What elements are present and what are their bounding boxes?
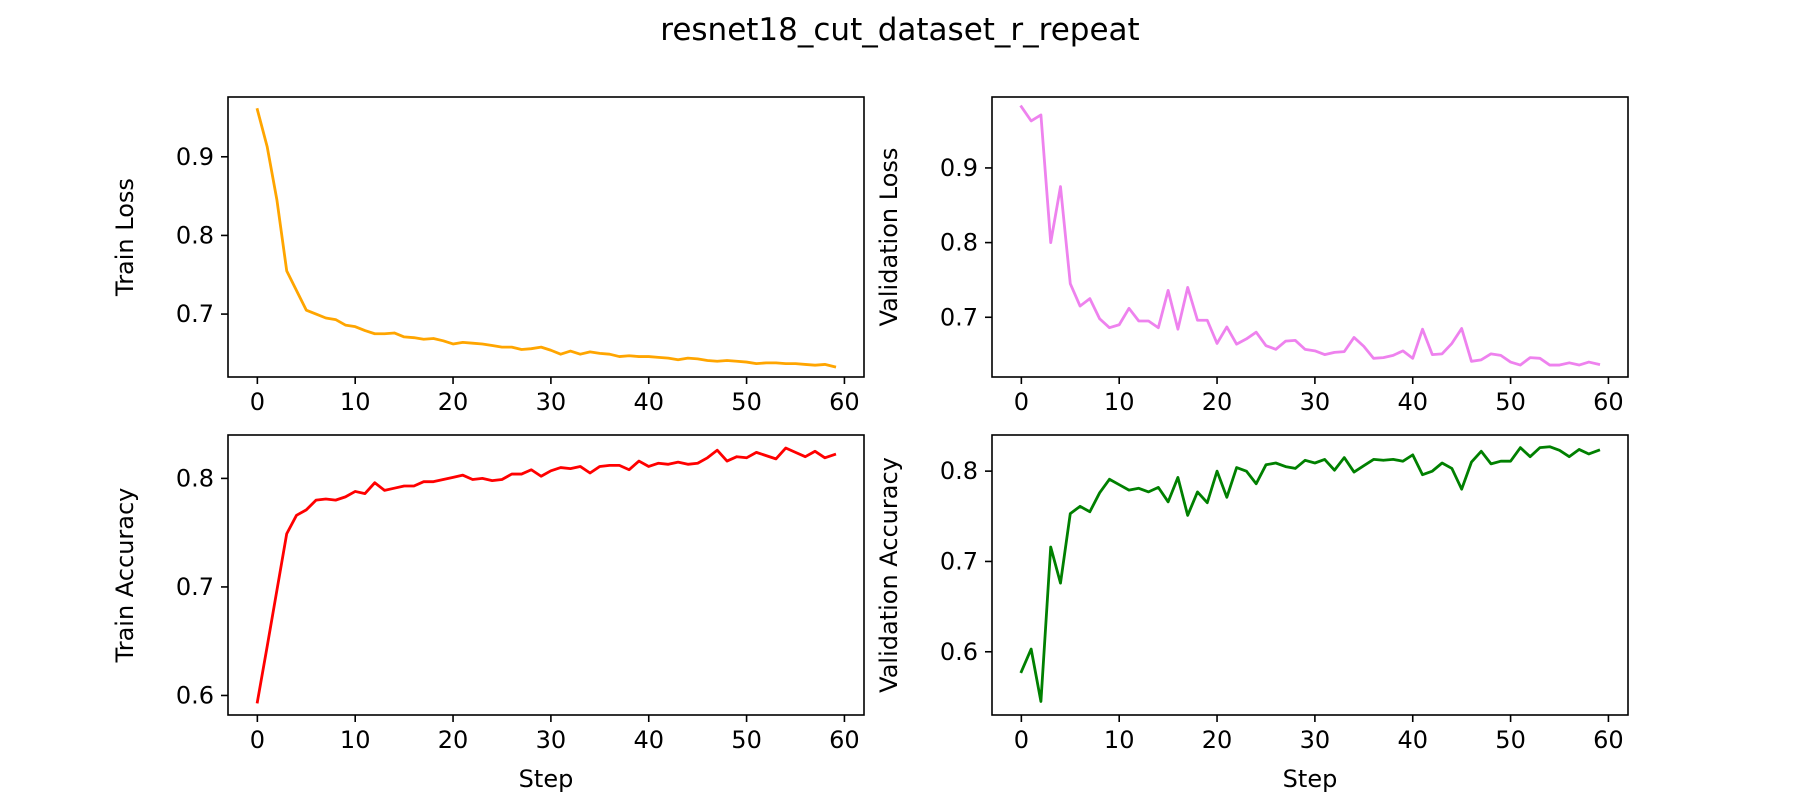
train-accuracy-axes-frame [227, 434, 865, 716]
validation-accuracy-ytick-label: 0.7 [940, 547, 978, 575]
validation-accuracy-xtick-label: 10 [1104, 726, 1135, 754]
train-loss-xtick-label: 0 [250, 388, 265, 416]
train-accuracy-xtick-label: 30 [536, 726, 567, 754]
validation-loss-xtick-label: 10 [1104, 388, 1135, 416]
validation-loss-ytick-label: 0.8 [940, 229, 978, 257]
train-accuracy-xlabel: Step [519, 765, 574, 793]
train-accuracy-xtick-label: 50 [731, 726, 762, 754]
train-accuracy-xtick-label: 0 [250, 726, 265, 754]
train-accuracy-ylabel: Train Accuracy [111, 488, 139, 664]
train-accuracy-ytick-label: 0.7 [176, 573, 214, 601]
train-loss-xtick-label: 50 [731, 388, 762, 416]
train-loss-panel: 0 10 20 30 40 50 60 0.7 0.8 0.9 Train Loss [111, 96, 865, 416]
validation-loss-xtick-label: 50 [1495, 388, 1526, 416]
validation-accuracy-axes-frame [991, 434, 1629, 716]
validation-accuracy-xtick-label: 60 [1593, 726, 1624, 754]
train-loss-xtick-label: 20 [438, 388, 469, 416]
validation-accuracy-xtick-label: 30 [1300, 726, 1331, 754]
validation-accuracy-ytick-label: 0.6 [940, 638, 978, 666]
validation-loss-ylabel: Validation Loss [875, 148, 903, 327]
train-accuracy-line [255, 446, 837, 704]
validation-accuracy-line [1019, 445, 1601, 703]
train-loss-ylabel: Train Loss [111, 178, 139, 297]
validation-loss-xtick-label: 40 [1397, 388, 1428, 416]
validation-accuracy-panel: 0 10 20 30 40 50 60 0.6 0.7 0.8 Validation Accurac… [875, 434, 1629, 793]
validation-loss-ytick-label: 0.7 [940, 303, 978, 331]
train-accuracy-ytick-label: 0.6 [176, 681, 214, 709]
train-accuracy-xtick-label: 60 [829, 726, 860, 754]
train-accuracy-panel: 0 10 20 30 40 50 60 0.6 0.7 0.8 Train Accuracy Step [111, 434, 865, 793]
validation-accuracy-xlabel: Step [1283, 765, 1338, 793]
validation-accuracy-ytick-label: 0.8 [940, 457, 978, 485]
validation-loss-xtick-label: 60 [1593, 388, 1624, 416]
train-accuracy-xtick-label: 10 [340, 726, 371, 754]
validation-loss-axes-frame [991, 96, 1629, 378]
train-loss-xtick-label: 40 [633, 388, 664, 416]
train-loss-ytick-label: 0.8 [176, 221, 214, 249]
train-loss-xtick-label: 30 [536, 388, 567, 416]
train-accuracy-xtick-label: 40 [633, 726, 664, 754]
validation-accuracy-xtick-label: 40 [1397, 726, 1428, 754]
train-loss-xtick-label: 60 [829, 388, 860, 416]
train-loss-line [255, 107, 837, 369]
train-loss-xtick-label: 10 [340, 388, 371, 416]
validation-loss-line [1019, 104, 1601, 367]
validation-loss-panel: 0 10 20 30 40 50 60 0.7 0.8 0.9 Validation Loss [875, 96, 1629, 416]
validation-loss-ytick-label: 0.9 [940, 154, 978, 182]
train-accuracy-xtick-label: 20 [438, 726, 469, 754]
train-loss-axes-frame [227, 96, 865, 378]
train-accuracy-ytick-label: 0.8 [176, 464, 214, 492]
validation-accuracy-xtick-label: 0 [1014, 726, 1029, 754]
validation-accuracy-xtick-label: 50 [1495, 726, 1526, 754]
validation-loss-xtick-label: 20 [1202, 388, 1233, 416]
train-loss-ytick-label: 0.9 [176, 143, 214, 171]
validation-loss-xtick-label: 30 [1300, 388, 1331, 416]
validation-accuracy-ylabel: Validation Accuracy [875, 457, 903, 693]
validation-accuracy-xtick-label: 20 [1202, 726, 1233, 754]
validation-loss-xtick-label: 0 [1014, 388, 1029, 416]
figure-title: resnet18_cut_dataset_r_repeat [660, 12, 1139, 48]
train-loss-ytick-label: 0.7 [176, 300, 214, 328]
